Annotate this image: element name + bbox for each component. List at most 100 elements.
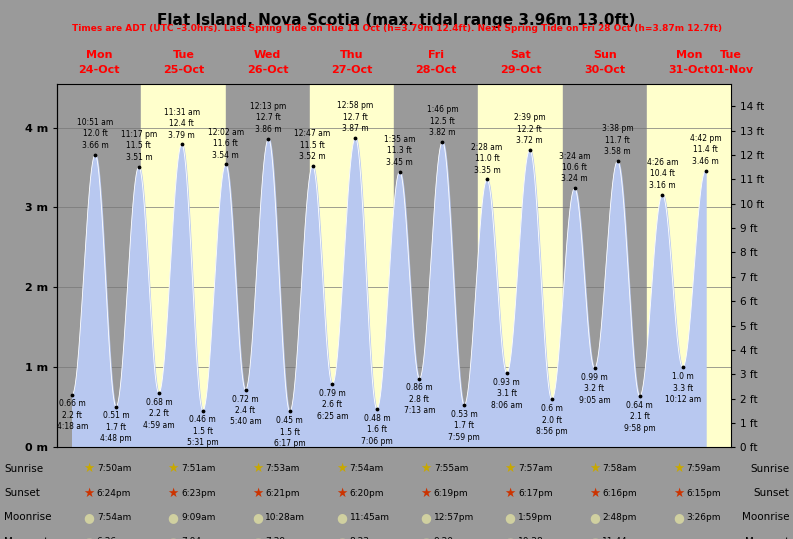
Text: Sat: Sat <box>510 50 531 60</box>
Text: 8:23pm: 8:23pm <box>350 537 384 539</box>
Bar <box>141 84 225 447</box>
Text: 12:47 am
11.5 ft
3.52 m: 12:47 am 11.5 ft 3.52 m <box>294 129 331 161</box>
Text: 0.64 m
2.1 ft
9:58 pm: 0.64 m 2.1 ft 9:58 pm <box>624 401 656 433</box>
Text: 9:09am: 9:09am <box>181 513 216 522</box>
Text: 11:44pm: 11:44pm <box>603 537 642 539</box>
Text: 6:16pm: 6:16pm <box>603 489 637 497</box>
Text: 10:28pm: 10:28pm <box>518 537 558 539</box>
Text: 27-Oct: 27-Oct <box>331 65 373 75</box>
Text: ★: ★ <box>167 462 178 475</box>
Text: 1:35 am
11.3 ft
3.45 m: 1:35 am 11.3 ft 3.45 m <box>384 135 416 167</box>
Text: Tue: Tue <box>173 50 194 60</box>
Text: 11:45am: 11:45am <box>350 513 389 522</box>
Text: ★: ★ <box>420 462 431 475</box>
Text: Moonset: Moonset <box>745 537 789 539</box>
Text: Fri: Fri <box>428 50 444 60</box>
Text: 0.6 m
2.0 ft
8:56 pm: 0.6 m 2.0 ft 8:56 pm <box>536 404 568 436</box>
Text: 7:57am: 7:57am <box>518 465 553 473</box>
Text: ★: ★ <box>336 462 347 475</box>
Text: 0.48 m
1.6 ft
7:06 pm: 0.48 m 1.6 ft 7:06 pm <box>361 414 393 446</box>
Text: 0.68 m
2.2 ft
4:59 am: 0.68 m 2.2 ft 4:59 am <box>143 398 174 430</box>
Text: ★: ★ <box>336 487 347 500</box>
Text: 10:51 am
12.0 ft
3.66 m: 10:51 am 12.0 ft 3.66 m <box>77 118 113 150</box>
Text: 7:58am: 7:58am <box>603 465 637 473</box>
Text: ●: ● <box>505 511 515 524</box>
Text: Wed: Wed <box>254 50 282 60</box>
Text: ★: ★ <box>589 462 600 475</box>
Text: 0.46 m
1.5 ft
5:31 pm: 0.46 m 1.5 ft 5:31 pm <box>187 416 219 447</box>
Text: ●: ● <box>168 511 178 524</box>
Text: 6:23pm: 6:23pm <box>181 489 216 497</box>
Text: Thu: Thu <box>340 50 364 60</box>
Text: 6:20pm: 6:20pm <box>350 489 384 497</box>
Text: 7:51am: 7:51am <box>181 465 216 473</box>
Text: 6:19pm: 6:19pm <box>434 489 469 497</box>
Text: Moonset: Moonset <box>4 537 48 539</box>
Text: ★: ★ <box>167 487 178 500</box>
Text: Sunset: Sunset <box>753 488 789 498</box>
Text: ●: ● <box>589 535 600 539</box>
Text: 2:48pm: 2:48pm <box>603 513 637 522</box>
Text: 7:55am: 7:55am <box>434 465 468 473</box>
Text: 01-Nov: 01-Nov <box>709 65 753 75</box>
Text: Flat Island, Nova Scotia (max. tidal range 3.96m 13.0ft): Flat Island, Nova Scotia (max. tidal ran… <box>157 13 636 29</box>
Text: 11:17 pm
11.5 ft
3.51 m: 11:17 pm 11.5 ft 3.51 m <box>121 130 157 162</box>
Text: 31-Oct: 31-Oct <box>668 65 710 75</box>
Text: 7:04pm: 7:04pm <box>181 537 216 539</box>
Text: 7:53am: 7:53am <box>266 465 300 473</box>
Text: 0.66 m
2.2 ft
4:18 am: 0.66 m 2.2 ft 4:18 am <box>56 399 88 431</box>
Text: 7:50am: 7:50am <box>97 465 131 473</box>
Text: ●: ● <box>589 511 600 524</box>
Text: ★: ★ <box>252 487 263 500</box>
Text: 0.45 m
1.5 ft
6:17 pm: 0.45 m 1.5 ft 6:17 pm <box>274 416 305 448</box>
Text: ★: ★ <box>83 487 94 500</box>
Text: 9:20pm: 9:20pm <box>434 537 469 539</box>
Text: Sun: Sun <box>593 50 617 60</box>
Text: 7:54am: 7:54am <box>350 465 384 473</box>
Text: Moonrise: Moonrise <box>741 513 789 522</box>
Text: Times are ADT (UTC –3.0hrs). Last Spring Tide on Tue 11 Oct (h=3.79m 12.4ft). Ne: Times are ADT (UTC –3.0hrs). Last Spring… <box>71 24 722 33</box>
Text: 1.0 m
3.3 ft
10:12 am: 1.0 m 3.3 ft 10:12 am <box>665 372 701 404</box>
Text: 26-Oct: 26-Oct <box>247 65 289 75</box>
Text: ★: ★ <box>420 487 431 500</box>
Text: ●: ● <box>83 535 94 539</box>
Text: 0.79 m
2.6 ft
6:25 am: 0.79 m 2.6 ft 6:25 am <box>316 389 348 421</box>
Text: 12:58 pm
12.7 ft
3.87 m: 12:58 pm 12.7 ft 3.87 m <box>337 101 374 133</box>
Text: 4:26 am
10.4 ft
3.16 m: 4:26 am 10.4 ft 3.16 m <box>647 158 678 190</box>
Text: 30-Oct: 30-Oct <box>584 65 626 75</box>
Text: 0.93 m
3.1 ft
8:06 am: 0.93 m 3.1 ft 8:06 am <box>491 378 523 410</box>
Text: 7:54am: 7:54am <box>97 513 131 522</box>
Text: 24-Oct: 24-Oct <box>79 65 120 75</box>
Bar <box>226 84 310 447</box>
Text: 7:39pm: 7:39pm <box>266 537 300 539</box>
Text: 4:42 pm
11.4 ft
3.46 m: 4:42 pm 11.4 ft 3.46 m <box>690 134 722 166</box>
Text: 11:31 am
12.4 ft
3.79 m: 11:31 am 12.4 ft 3.79 m <box>163 108 200 140</box>
Text: ★: ★ <box>589 487 600 500</box>
Text: 2:28 am
11.0 ft
3.35 m: 2:28 am 11.0 ft 3.35 m <box>471 143 503 175</box>
Text: Sunrise: Sunrise <box>750 464 789 474</box>
Text: ★: ★ <box>504 462 515 475</box>
Text: 0.53 m
1.7 ft
7:59 pm: 0.53 m 1.7 ft 7:59 pm <box>448 410 480 441</box>
Text: 28-Oct: 28-Oct <box>416 65 457 75</box>
Text: 3:26pm: 3:26pm <box>687 513 721 522</box>
Bar <box>478 84 563 447</box>
Text: Mon: Mon <box>86 50 113 60</box>
Text: Tue: Tue <box>720 50 742 60</box>
Text: ★: ★ <box>673 462 684 475</box>
Text: 0.99 m
3.2 ft
9:05 am: 0.99 m 3.2 ft 9:05 am <box>579 373 611 405</box>
Text: ●: ● <box>168 535 178 539</box>
Bar <box>57 84 141 447</box>
Text: Mon: Mon <box>676 50 703 60</box>
Bar <box>394 84 478 447</box>
Text: Sunset: Sunset <box>4 488 40 498</box>
Text: ★: ★ <box>504 487 515 500</box>
Text: 2:39 pm
12.2 ft
3.72 m: 2:39 pm 12.2 ft 3.72 m <box>514 113 546 145</box>
Text: 25-Oct: 25-Oct <box>163 65 204 75</box>
Text: 6:24pm: 6:24pm <box>97 489 131 497</box>
Text: ★: ★ <box>83 462 94 475</box>
Text: 7:59am: 7:59am <box>687 465 721 473</box>
Text: 0.72 m
2.4 ft
5:40 am: 0.72 m 2.4 ft 5:40 am <box>230 395 262 426</box>
Text: 6:15pm: 6:15pm <box>687 489 722 497</box>
Text: ●: ● <box>83 511 94 524</box>
Text: 6:17pm: 6:17pm <box>518 489 553 497</box>
